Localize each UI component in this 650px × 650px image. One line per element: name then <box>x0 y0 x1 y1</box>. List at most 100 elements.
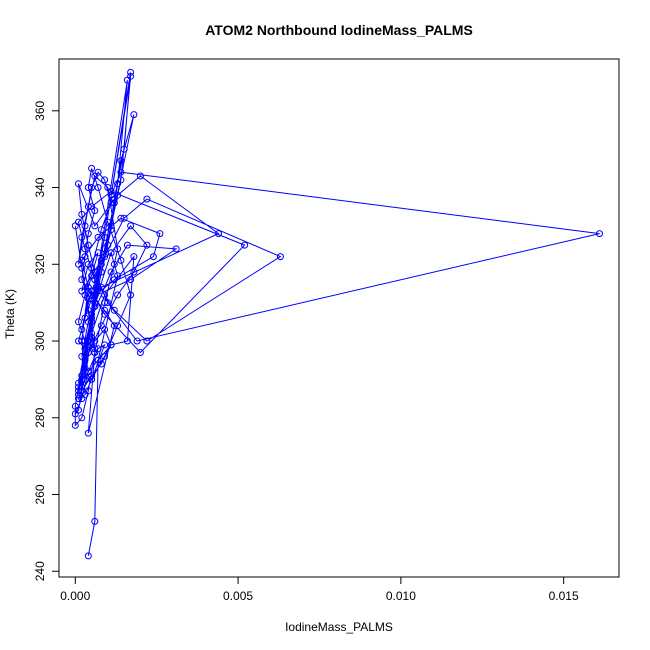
data-point <box>91 337 99 345</box>
data-point <box>94 249 102 257</box>
data-point <box>97 283 105 291</box>
data-point <box>101 306 109 314</box>
data-point <box>84 260 92 268</box>
data-point <box>143 337 151 345</box>
y-tick-label: 280 <box>33 407 47 427</box>
data-point <box>120 145 128 153</box>
chart-title: ATOM2 Northbound IodineMass_PALMS <box>205 22 473 38</box>
data-point <box>114 322 122 330</box>
data-point <box>88 291 96 299</box>
y-axis: 240 260 280 300 320 340 360 <box>33 100 59 581</box>
data-point <box>133 337 141 345</box>
y-tick-label: 360 <box>33 100 47 120</box>
data-point <box>81 368 89 376</box>
data-point <box>120 214 128 222</box>
data-point <box>130 253 138 261</box>
data-point <box>91 303 99 310</box>
data-point <box>81 314 89 322</box>
data-point <box>71 410 79 418</box>
data-point <box>81 245 89 253</box>
data-point <box>110 306 118 314</box>
data-point <box>91 207 99 215</box>
data-point <box>91 299 99 307</box>
data-point <box>123 337 131 345</box>
data-point <box>88 164 96 172</box>
y-tick-label: 300 <box>33 331 47 351</box>
data-point <box>110 322 118 330</box>
data-point <box>107 268 115 276</box>
data-point <box>104 299 112 307</box>
data-point <box>84 230 92 238</box>
data-point <box>117 157 125 165</box>
data-point <box>88 184 96 191</box>
data-point <box>84 368 92 376</box>
data-point <box>88 272 96 280</box>
data-point <box>110 199 118 207</box>
data-point <box>91 517 99 525</box>
data-point <box>78 383 86 391</box>
y-tick-label: 320 <box>33 254 47 274</box>
x-tick-label: 0.000 <box>60 589 90 603</box>
data-point <box>101 352 109 360</box>
data-point <box>75 395 82 403</box>
x-tick-label: 0.005 <box>223 589 253 603</box>
data-point <box>94 233 102 241</box>
data-point <box>107 199 115 207</box>
y-tick-label: 240 <box>33 561 47 581</box>
data-point <box>88 314 96 322</box>
y-axis-label: Theta (K) <box>3 289 17 339</box>
data-point <box>78 264 86 272</box>
data-point <box>78 337 86 345</box>
data-point <box>107 249 115 257</box>
data-point <box>114 291 122 299</box>
data-point <box>114 180 122 188</box>
data-point <box>84 184 92 191</box>
data-point <box>94 345 102 353</box>
data-point <box>123 76 131 84</box>
data-point <box>101 245 109 253</box>
data-point <box>117 168 125 176</box>
data-point <box>596 230 603 238</box>
data-point <box>117 214 125 222</box>
x-tick-label: 0.010 <box>386 589 416 603</box>
data-point <box>78 414 86 422</box>
data-point <box>81 337 89 345</box>
data-point <box>84 552 92 560</box>
data-point <box>127 68 135 76</box>
data-point <box>114 191 122 199</box>
data-point <box>94 283 102 291</box>
data-point <box>84 283 92 291</box>
data-point <box>91 222 99 230</box>
data-point <box>88 318 96 326</box>
data-point <box>276 253 284 261</box>
data-point <box>94 356 102 364</box>
data-point <box>84 429 92 437</box>
data-point <box>149 253 157 261</box>
data-point <box>78 387 86 395</box>
data-point <box>101 299 109 307</box>
data-point <box>143 195 151 203</box>
x-axis: 0.000 0.005 0.010 0.015 <box>60 577 579 603</box>
data-point <box>75 318 82 326</box>
data-point <box>127 222 135 230</box>
data-point <box>71 421 79 429</box>
data-point <box>104 184 112 191</box>
data-point <box>130 268 138 276</box>
data-point <box>101 310 109 318</box>
data-point <box>241 241 249 249</box>
data-point <box>114 245 122 253</box>
data-point <box>172 245 180 253</box>
data-point <box>88 375 96 383</box>
data-point <box>156 230 164 238</box>
data-point <box>81 356 89 364</box>
data-point <box>107 226 115 234</box>
y-tick-label: 340 <box>33 177 47 197</box>
data-point <box>78 276 86 284</box>
data-point <box>215 230 222 238</box>
data-point <box>130 111 138 119</box>
plot-frame <box>58 58 620 578</box>
x-axis-label: IodineMass_PALMS <box>285 620 393 634</box>
data-point <box>104 218 112 226</box>
data-point <box>97 260 105 268</box>
